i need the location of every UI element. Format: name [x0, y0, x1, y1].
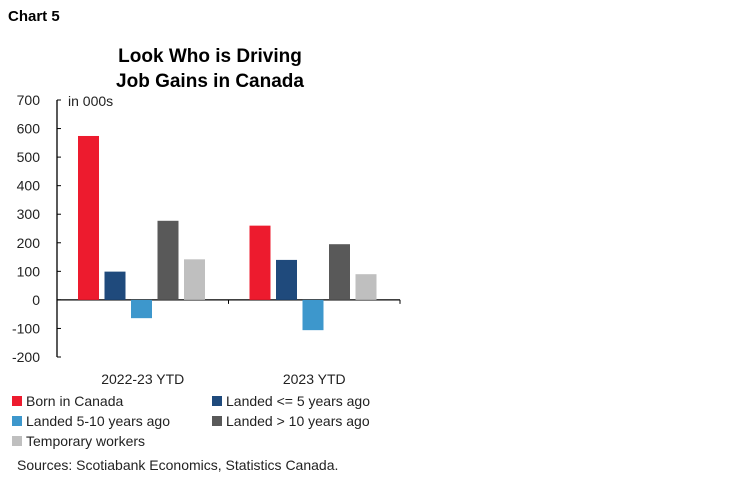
legend-swatch — [12, 396, 22, 406]
source-note: Sources: Scotiabank Economics, Statistic… — [17, 457, 339, 473]
bar-born-in-canada — [78, 135, 99, 300]
bar-landed-5-10-years-ago — [131, 299, 152, 319]
y-tick-label: 0 — [32, 292, 40, 308]
legend-label: Temporary workers — [26, 433, 146, 449]
y-tick-label: 700 — [17, 92, 41, 108]
chart-label: Chart 5 — [8, 8, 60, 25]
y-tick-label: 400 — [17, 178, 41, 194]
bar-landed-10-years-ago — [329, 244, 350, 300]
bar-landed-5-10-years-ago — [302, 299, 324, 331]
bar-landed-5-years-ago — [104, 271, 126, 300]
bar-landed-5-years-ago — [276, 259, 297, 300]
chart-title: Look Who is Driving Job Gains in Canada — [80, 44, 340, 94]
legend-swatch — [212, 416, 222, 426]
x-category-label: 2022-23 YTD — [101, 371, 184, 387]
legend-item: Landed 5-10 years ago — [12, 413, 170, 429]
chart-title-line: Job Gains in Canada — [116, 71, 304, 92]
y-tick-label: -100 — [12, 320, 40, 336]
legend-label: Landed 5-10 years ago — [26, 413, 170, 429]
y-tick-label: 600 — [17, 121, 41, 137]
y-tick-label: 100 — [17, 263, 41, 279]
unit-label: in 000s — [68, 93, 113, 109]
y-tick-label: 200 — [17, 235, 41, 251]
y-tick-label: 500 — [17, 149, 41, 165]
legend-item: Temporary workers — [12, 433, 145, 449]
legend-label: Landed <= 5 years ago — [226, 393, 371, 409]
legend-item: Born in Canada — [12, 393, 123, 409]
bar-landed-10-years-ago — [157, 220, 179, 300]
x-category-label: 2023 YTD — [283, 371, 346, 387]
bar-temporary-workers — [184, 259, 205, 300]
legend-swatch — [12, 436, 22, 446]
chart-title-line: Look Who is Driving — [118, 46, 302, 67]
legend-swatch — [212, 396, 222, 406]
bar-temporary-workers — [355, 274, 377, 300]
legend-item: Landed <= 5 years ago — [212, 393, 370, 409]
legend-item: Landed > 10 years ago — [212, 413, 370, 429]
y-tick-label: 300 — [17, 206, 41, 222]
legend-label: Landed > 10 years ago — [226, 413, 370, 429]
legend-label: Born in Canada — [26, 393, 124, 409]
bar-born-in-canada — [249, 225, 271, 300]
y-tick-label: -200 — [12, 349, 40, 365]
legend-swatch — [12, 416, 22, 426]
